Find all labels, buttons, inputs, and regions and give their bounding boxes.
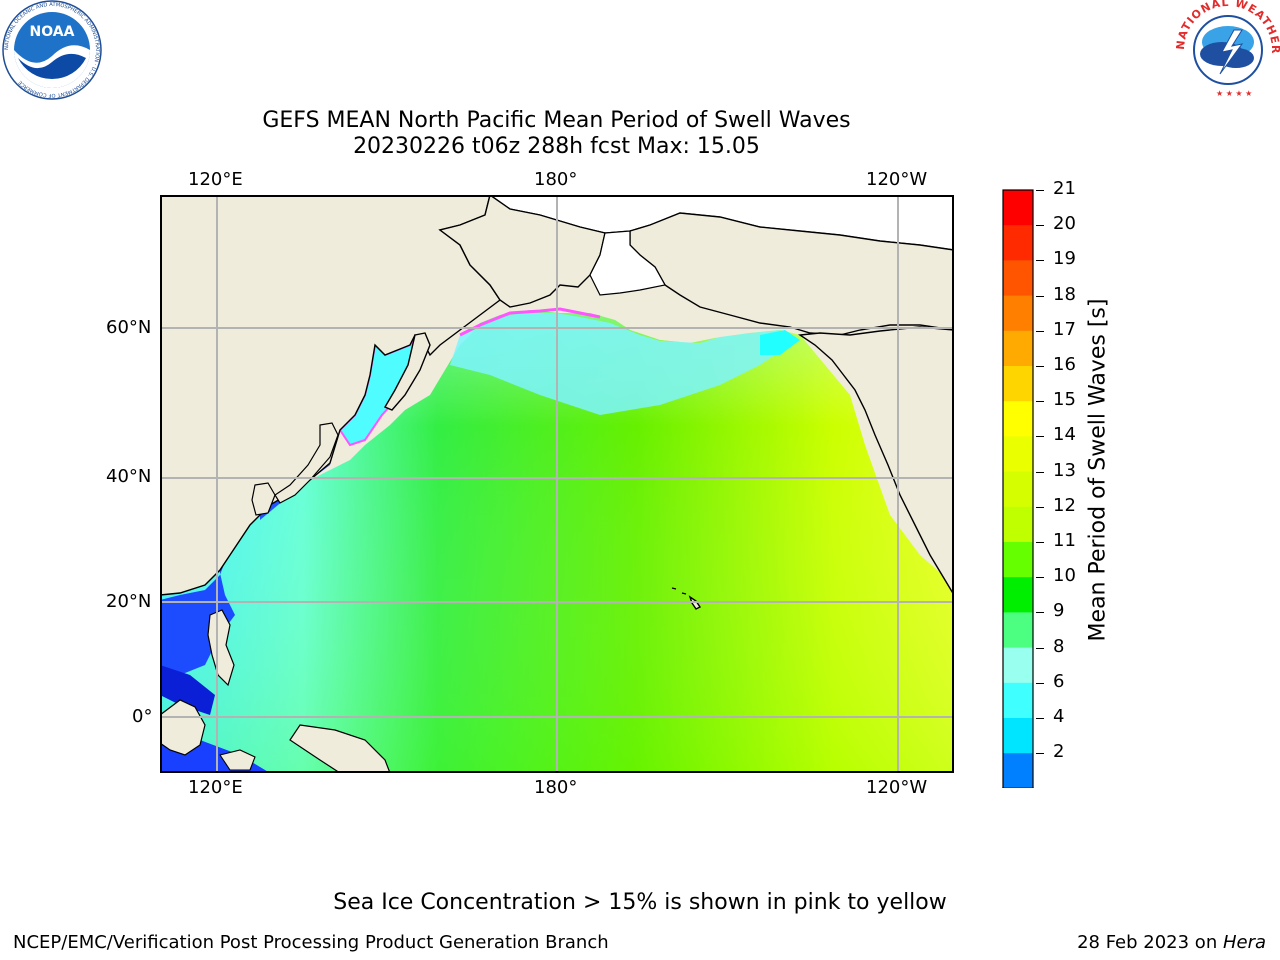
chart-title: GEFS MEAN North Pacific Mean Period of S…	[262, 108, 851, 133]
lon-label-bottom-120e: 120°E	[188, 777, 243, 798]
colorbar-tick-mark	[1036, 682, 1044, 684]
colorbar-svg	[1001, 189, 1035, 818]
colorbar-tick-label: 16	[1053, 354, 1076, 375]
lat-label-20n: 20°N	[106, 591, 152, 612]
colorbar-tick-mark	[1036, 295, 1044, 297]
colorbar-tick-mark	[1036, 577, 1044, 579]
sea-ice-note: Sea Ice Concentration > 15% is shown in …	[333, 890, 947, 915]
colorbar-tick-label: 14	[1053, 424, 1076, 446]
colorbar-tick-label: 11	[1053, 530, 1076, 551]
map-frame	[160, 195, 954, 773]
colorbar-tick-label: 12	[1053, 494, 1076, 516]
colorbar-bin	[1003, 612, 1033, 649]
colorbar-tick-mark	[1036, 366, 1044, 367]
noaa-logo: NATIONAL OCEANIC AND ATMOSPHERIC ADMINIS…	[0, 0, 104, 100]
ice-edge-bering	[459, 307, 601, 337]
footer-host: Hera	[1222, 932, 1266, 953]
footer-date: 28 Feb 2023 on	[1077, 932, 1223, 953]
colorbar-tick-mark	[1036, 471, 1044, 473]
footer-right: 28 Feb 2023 on Hera	[1077, 932, 1266, 953]
land-new-guinea	[289, 724, 391, 773]
colorbar-label: Mean Period of Swell Waves [s]	[1085, 298, 1111, 642]
colorbar-tick-label: 8	[1053, 635, 1065, 657]
colorbar-tick-mark	[1036, 260, 1044, 262]
land-philippines	[207, 609, 235, 687]
lon-label-bottom-180: 180°	[534, 777, 578, 798]
colorbar-bin	[1003, 647, 1033, 684]
colorbar-tick-label: 9	[1053, 600, 1065, 622]
colorbar-bin	[1003, 330, 1033, 367]
lat-label-60n: 60°N	[106, 317, 152, 338]
colorbar-bin	[1003, 260, 1033, 297]
colorbar-bin	[1003, 471, 1033, 508]
colorbar-tick-label: 20	[1053, 213, 1076, 235]
colorbar-bin	[1003, 436, 1033, 473]
lon-label-top-120e: 120°E	[188, 169, 243, 190]
colorbar-tick-label: 2	[1053, 741, 1065, 763]
footer-left: NCEP/EMC/Verification Post Processing Pr…	[13, 932, 609, 953]
colorbar-tick-label: 19	[1053, 248, 1076, 270]
colorbar-bin	[1003, 295, 1033, 332]
lon-label-top-180: 180°	[534, 169, 578, 190]
colorbar-tick-mark	[1036, 330, 1044, 332]
colorbar-tick-mark	[1036, 542, 1044, 543]
colorbar-tick-label: 17	[1053, 318, 1076, 340]
colorbar-bin	[1003, 718, 1033, 754]
colorbar-tick-mark	[1036, 647, 1044, 649]
colorbar-bin	[1003, 506, 1033, 543]
colorbar-tick-label: 13	[1053, 459, 1076, 481]
colorbar-bin	[1003, 401, 1033, 437]
colorbar-tick-label: 6	[1053, 670, 1065, 692]
colorbar-tick-label: 4	[1053, 706, 1065, 727]
colorbar-tick-mark	[1036, 225, 1044, 227]
colorbar-bin	[1003, 225, 1033, 261]
colorbar-tick-mark	[1036, 753, 1044, 755]
colorbar-tick-label: 21	[1053, 178, 1076, 199]
colorbar-bin	[1003, 366, 1033, 402]
colorbar-bin	[1003, 577, 1033, 613]
map-panel	[160, 195, 954, 773]
lat-label-0: 0°	[132, 706, 153, 727]
colorbar-tick-mark	[1036, 612, 1044, 614]
land-chukotka	[438, 195, 606, 308]
bering-sea	[450, 313, 790, 415]
lat-label-40n: 40°N	[106, 466, 152, 487]
land-korea	[251, 482, 276, 516]
colorbar-tick-mark	[1036, 401, 1044, 403]
colorbar-tick-label: 18	[1053, 283, 1076, 305]
land-north-america	[797, 326, 954, 597]
colorbar-tick-mark	[1036, 506, 1044, 508]
colorbar-tick-label: 10	[1053, 565, 1076, 587]
colorbar-tick-mark	[1036, 436, 1044, 438]
lon-label-bottom-120w: 120°W	[866, 777, 928, 798]
colorbar-tick-label: 15	[1053, 389, 1076, 411]
land-borneo	[160, 699, 206, 756]
chart-subtitle: 20230226 t06z 288h fcst Max: 15.05	[353, 134, 760, 159]
colorbar-ticks: 21 20 19 18 17 16 15 14 13 12 11 10 9 8 6 4 2	[1036, 0, 1090, 960]
lon-label-top-120w: 120°W	[866, 169, 928, 190]
land-japan	[274, 422, 339, 504]
svg-text:★ ★ ★ ★: ★ ★ ★ ★	[1216, 89, 1252, 98]
graticule	[160, 195, 954, 773]
colorbar-bin	[1003, 190, 1033, 226]
noaa-logo-text: NOAA	[30, 24, 75, 40]
colorbar-bin	[1003, 753, 1033, 789]
colorbar-bin	[1003, 542, 1033, 578]
nws-logo: NATIONAL WEATHER SERVICE ★ ★ ★ ★	[1171, 0, 1280, 100]
colorbar-tick-mark	[1036, 190, 1044, 191]
colorbar-tick-mark	[1036, 718, 1044, 719]
land-kamchatka	[383, 332, 431, 411]
colorbar	[1000, 188, 1040, 818]
colorbar-bin	[1003, 682, 1033, 719]
